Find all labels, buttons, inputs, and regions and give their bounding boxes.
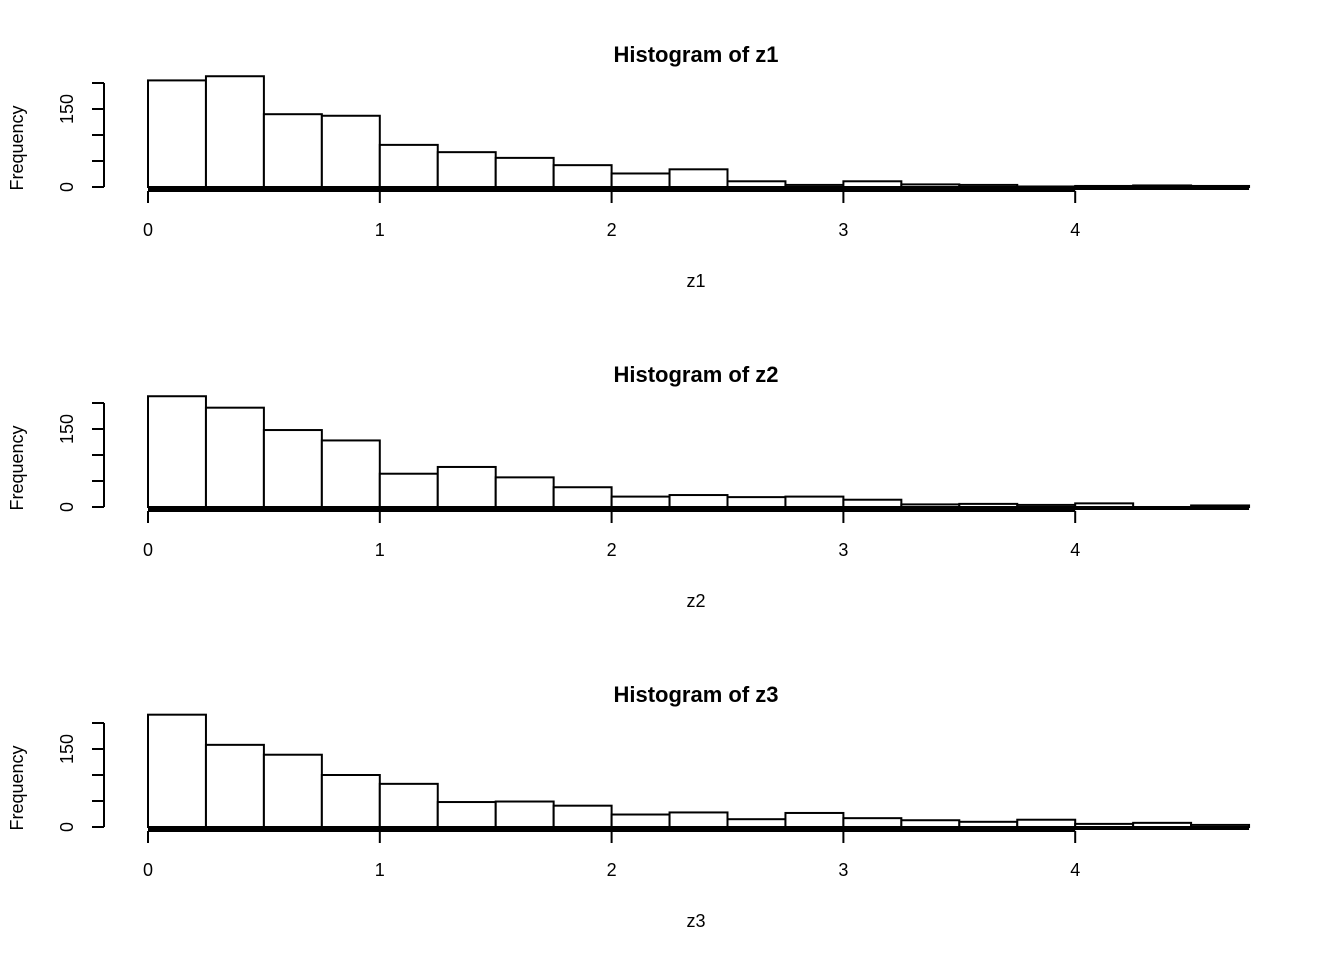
histogram-bar [262,113,323,188]
histogram-bar [1190,823,1251,828]
histogram-bar [378,143,439,189]
histogram-bar [494,156,555,189]
histogram-bar [147,395,207,508]
histogram-bar [784,183,845,188]
histogram-bar [668,494,729,509]
histogram-bar [262,429,323,509]
histogram-bar [494,800,555,829]
histogram-bar [147,713,207,828]
histogram-bar [1016,503,1077,509]
x-tick-label: 0 [143,860,153,880]
histogram-bar [1016,818,1077,828]
histogram-bar [552,164,613,189]
histogram-bar [1132,821,1193,829]
histogram-bar [842,498,903,509]
y-axis-label: Frequency [7,745,27,830]
x-tick-label: 1 [375,540,385,560]
histogram-bar [726,818,787,829]
x-tick-label: 2 [607,220,617,240]
histogram-bar [204,75,265,188]
histogram-bar [378,782,439,829]
chart-title: Histogram of z1 [613,42,778,67]
x-tick-label: 1 [375,860,385,880]
x-tick-label: 0 [143,220,153,240]
histogram-bar [262,753,323,828]
x-tick-label: 4 [1070,220,1080,240]
histogram-bar [610,172,671,188]
histogram-bar [320,114,381,188]
histogram-bar [378,472,439,508]
x-tick-label: 4 [1070,540,1080,560]
x-axis-label: z1 [686,271,705,291]
histogram-bar [320,774,381,828]
histogram-bar [552,486,613,508]
histogram-bar [1074,184,1135,189]
histogram-bar [900,819,961,828]
histogram-bar [147,79,207,188]
x-axis-label: z2 [686,591,705,611]
histogram-bar [610,495,671,509]
x-tick-label: 2 [607,540,617,560]
histogram-bar [900,503,961,508]
x-tick-label: 3 [838,220,848,240]
histogram-bar [958,502,1019,509]
histogram-bar [958,820,1019,828]
x-tick-label: 0 [143,540,153,560]
histogram-bar [436,465,497,508]
chart-title: Histogram of z2 [613,362,778,387]
histogram-bar [668,811,729,829]
histogram-bar [1016,185,1077,188]
x-tick-label: 1 [375,220,385,240]
histogram-bar [1132,506,1193,509]
histogram-bar [668,168,729,189]
histogram-bar [1074,502,1135,508]
histogram-panel-1: Histogram of z1 0 1 2 3 4 z1 0 150 Frequency [7,42,1251,291]
histogram-bar [1074,822,1135,829]
chart-title: Histogram of z3 [613,682,778,707]
histogram-bar [726,496,787,508]
histogram-bar [842,180,903,188]
histogram-bar [320,439,381,508]
histogram-bar [436,151,497,189]
y-tick-label: 0 [57,822,77,832]
histogram-bar [784,495,845,509]
histogram-bar [436,801,497,828]
y-tick-label: 150 [57,734,77,764]
histogram-bar [958,183,1019,188]
y-axis-label: Frequency [7,105,27,190]
histogram-bar [900,183,961,188]
histogram-bar [1190,184,1251,189]
y-tick-label: 0 [57,502,77,512]
histogram-bar [1132,184,1193,189]
x-tick-label: 2 [607,860,617,880]
x-axis-label: z3 [686,911,705,931]
histogram-bar [784,811,845,829]
x-tick-label: 4 [1070,860,1080,880]
x-tick-label: 3 [838,860,848,880]
histogram-bar [204,406,265,508]
histogram-bar [726,180,787,188]
histogram-bar [204,743,265,829]
histogram-panel-3: Histogram of z3 0 1 2 3 4 z3 0 150 Frequency [7,682,1251,931]
histogram-panel-2: Histogram of z2 0 1 2 3 4 z2 0 150 Frequency [7,362,1251,611]
y-axis-label: Frequency [7,425,27,510]
histogram-bar [494,476,555,508]
y-tick-label: 150 [57,414,77,444]
y-tick-label: 150 [57,94,77,124]
histogram-bar [842,817,903,828]
histogram-bar [610,813,671,829]
x-tick-label: 3 [838,540,848,560]
histogram-bar [1190,504,1251,509]
histogram-bar [552,804,613,828]
y-tick-label: 0 [57,182,77,192]
